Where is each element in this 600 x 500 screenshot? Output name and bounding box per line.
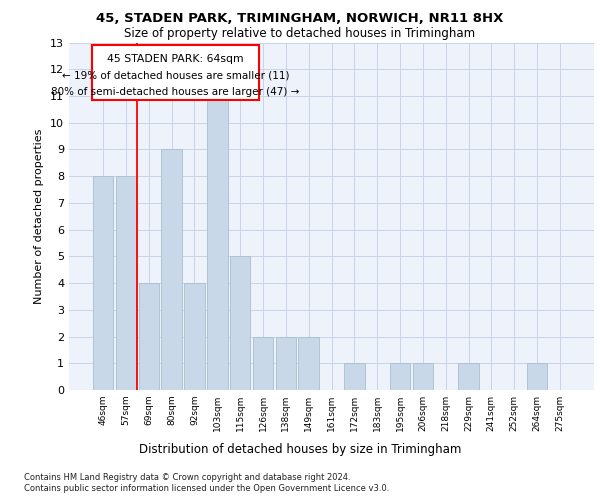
Text: Distribution of detached houses by size in Trimingham: Distribution of detached houses by size … — [139, 442, 461, 456]
Bar — [344, 364, 365, 390]
Bar — [413, 364, 433, 390]
Y-axis label: Number of detached properties: Number of detached properties — [34, 128, 44, 304]
Text: Size of property relative to detached houses in Trimingham: Size of property relative to detached ho… — [124, 28, 476, 40]
Bar — [298, 336, 319, 390]
Text: ← 19% of detached houses are smaller (11): ← 19% of detached houses are smaller (11… — [62, 70, 289, 81]
Bar — [184, 283, 205, 390]
Text: 45 STADEN PARK: 64sqm: 45 STADEN PARK: 64sqm — [107, 54, 244, 64]
Bar — [116, 176, 136, 390]
Bar — [207, 96, 227, 390]
Bar — [253, 336, 273, 390]
Bar — [139, 283, 159, 390]
Text: 45, STADEN PARK, TRIMINGHAM, NORWICH, NR11 8HX: 45, STADEN PARK, TRIMINGHAM, NORWICH, NR… — [97, 12, 503, 26]
Bar — [458, 364, 479, 390]
Bar — [230, 256, 250, 390]
Text: Contains HM Land Registry data © Crown copyright and database right 2024.: Contains HM Land Registry data © Crown c… — [24, 472, 350, 482]
Bar — [161, 150, 182, 390]
Bar — [275, 336, 296, 390]
FancyBboxPatch shape — [92, 45, 259, 100]
Bar — [93, 176, 113, 390]
Bar — [527, 364, 547, 390]
Text: 80% of semi-detached houses are larger (47) →: 80% of semi-detached houses are larger (… — [52, 88, 300, 98]
Text: Contains public sector information licensed under the Open Government Licence v3: Contains public sector information licen… — [24, 484, 389, 493]
Bar — [390, 364, 410, 390]
